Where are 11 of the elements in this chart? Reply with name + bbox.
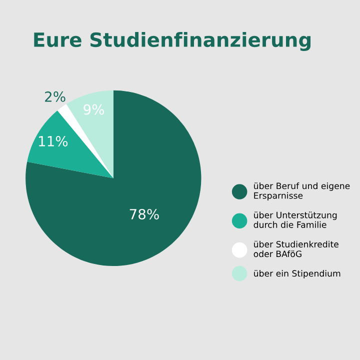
data-label: 11% — [39, 136, 68, 146]
data-label: 2% — [45, 91, 66, 102]
legend-label: über Unterstützung durch die Familie — [254, 212, 337, 228]
pie-slice — [66, 90, 114, 178]
data-label: 78% — [130, 208, 159, 220]
legend-label: über Studienkredite oder BAföG — [254, 240, 338, 258]
data-label: 9% — [84, 104, 104, 115]
legend-label: über Beruf und eigene Ersparnisse — [254, 182, 350, 200]
chart-title: Eure Studienfinanzierung — [34, 32, 310, 51]
legend-label: über ein Stipendium — [254, 270, 340, 278]
pie-slice — [26, 90, 202, 266]
